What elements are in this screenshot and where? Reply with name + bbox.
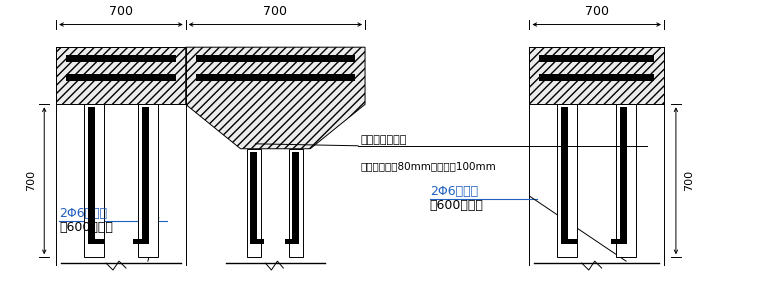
- Bar: [557, 104, 578, 257]
- Bar: [285, 239, 299, 244]
- Bar: [540, 74, 654, 81]
- Bar: [562, 107, 568, 239]
- Bar: [293, 152, 299, 239]
- Bar: [195, 55, 355, 62]
- Bar: [611, 239, 627, 244]
- Bar: [251, 239, 264, 244]
- Bar: [616, 104, 636, 257]
- Bar: [540, 55, 654, 62]
- Text: 每600设一道: 每600设一道: [430, 199, 483, 212]
- Text: 采用结构胶植筋: 采用结构胶植筋: [360, 135, 407, 145]
- Text: 700: 700: [684, 170, 694, 191]
- Text: 2Φ6氿墙高: 2Φ6氿墙高: [430, 185, 478, 198]
- Bar: [142, 107, 149, 239]
- Bar: [84, 104, 104, 257]
- Bar: [195, 74, 355, 81]
- Text: 2Φ6氿墙高: 2Φ6氿墙高: [59, 207, 107, 220]
- Bar: [248, 149, 261, 257]
- Bar: [133, 239, 149, 244]
- Bar: [620, 107, 627, 239]
- Text: 700: 700: [264, 4, 287, 18]
- Text: 700: 700: [27, 170, 36, 191]
- Text: 700: 700: [584, 4, 609, 18]
- Bar: [530, 47, 664, 104]
- Polygon shape: [185, 47, 365, 149]
- Bar: [290, 149, 303, 257]
- Bar: [66, 55, 176, 62]
- Bar: [251, 152, 258, 239]
- Bar: [138, 104, 158, 257]
- Text: 拉结筋植入深80mm，配筋带100mm: 拉结筋植入深80mm，配筋带100mm: [360, 161, 496, 172]
- Bar: [56, 47, 185, 104]
- Bar: [88, 239, 104, 244]
- Bar: [562, 239, 578, 244]
- Bar: [66, 74, 176, 81]
- Text: 700: 700: [109, 4, 133, 18]
- Bar: [88, 107, 95, 239]
- Text: 每600设一道: 每600设一道: [59, 221, 113, 234]
